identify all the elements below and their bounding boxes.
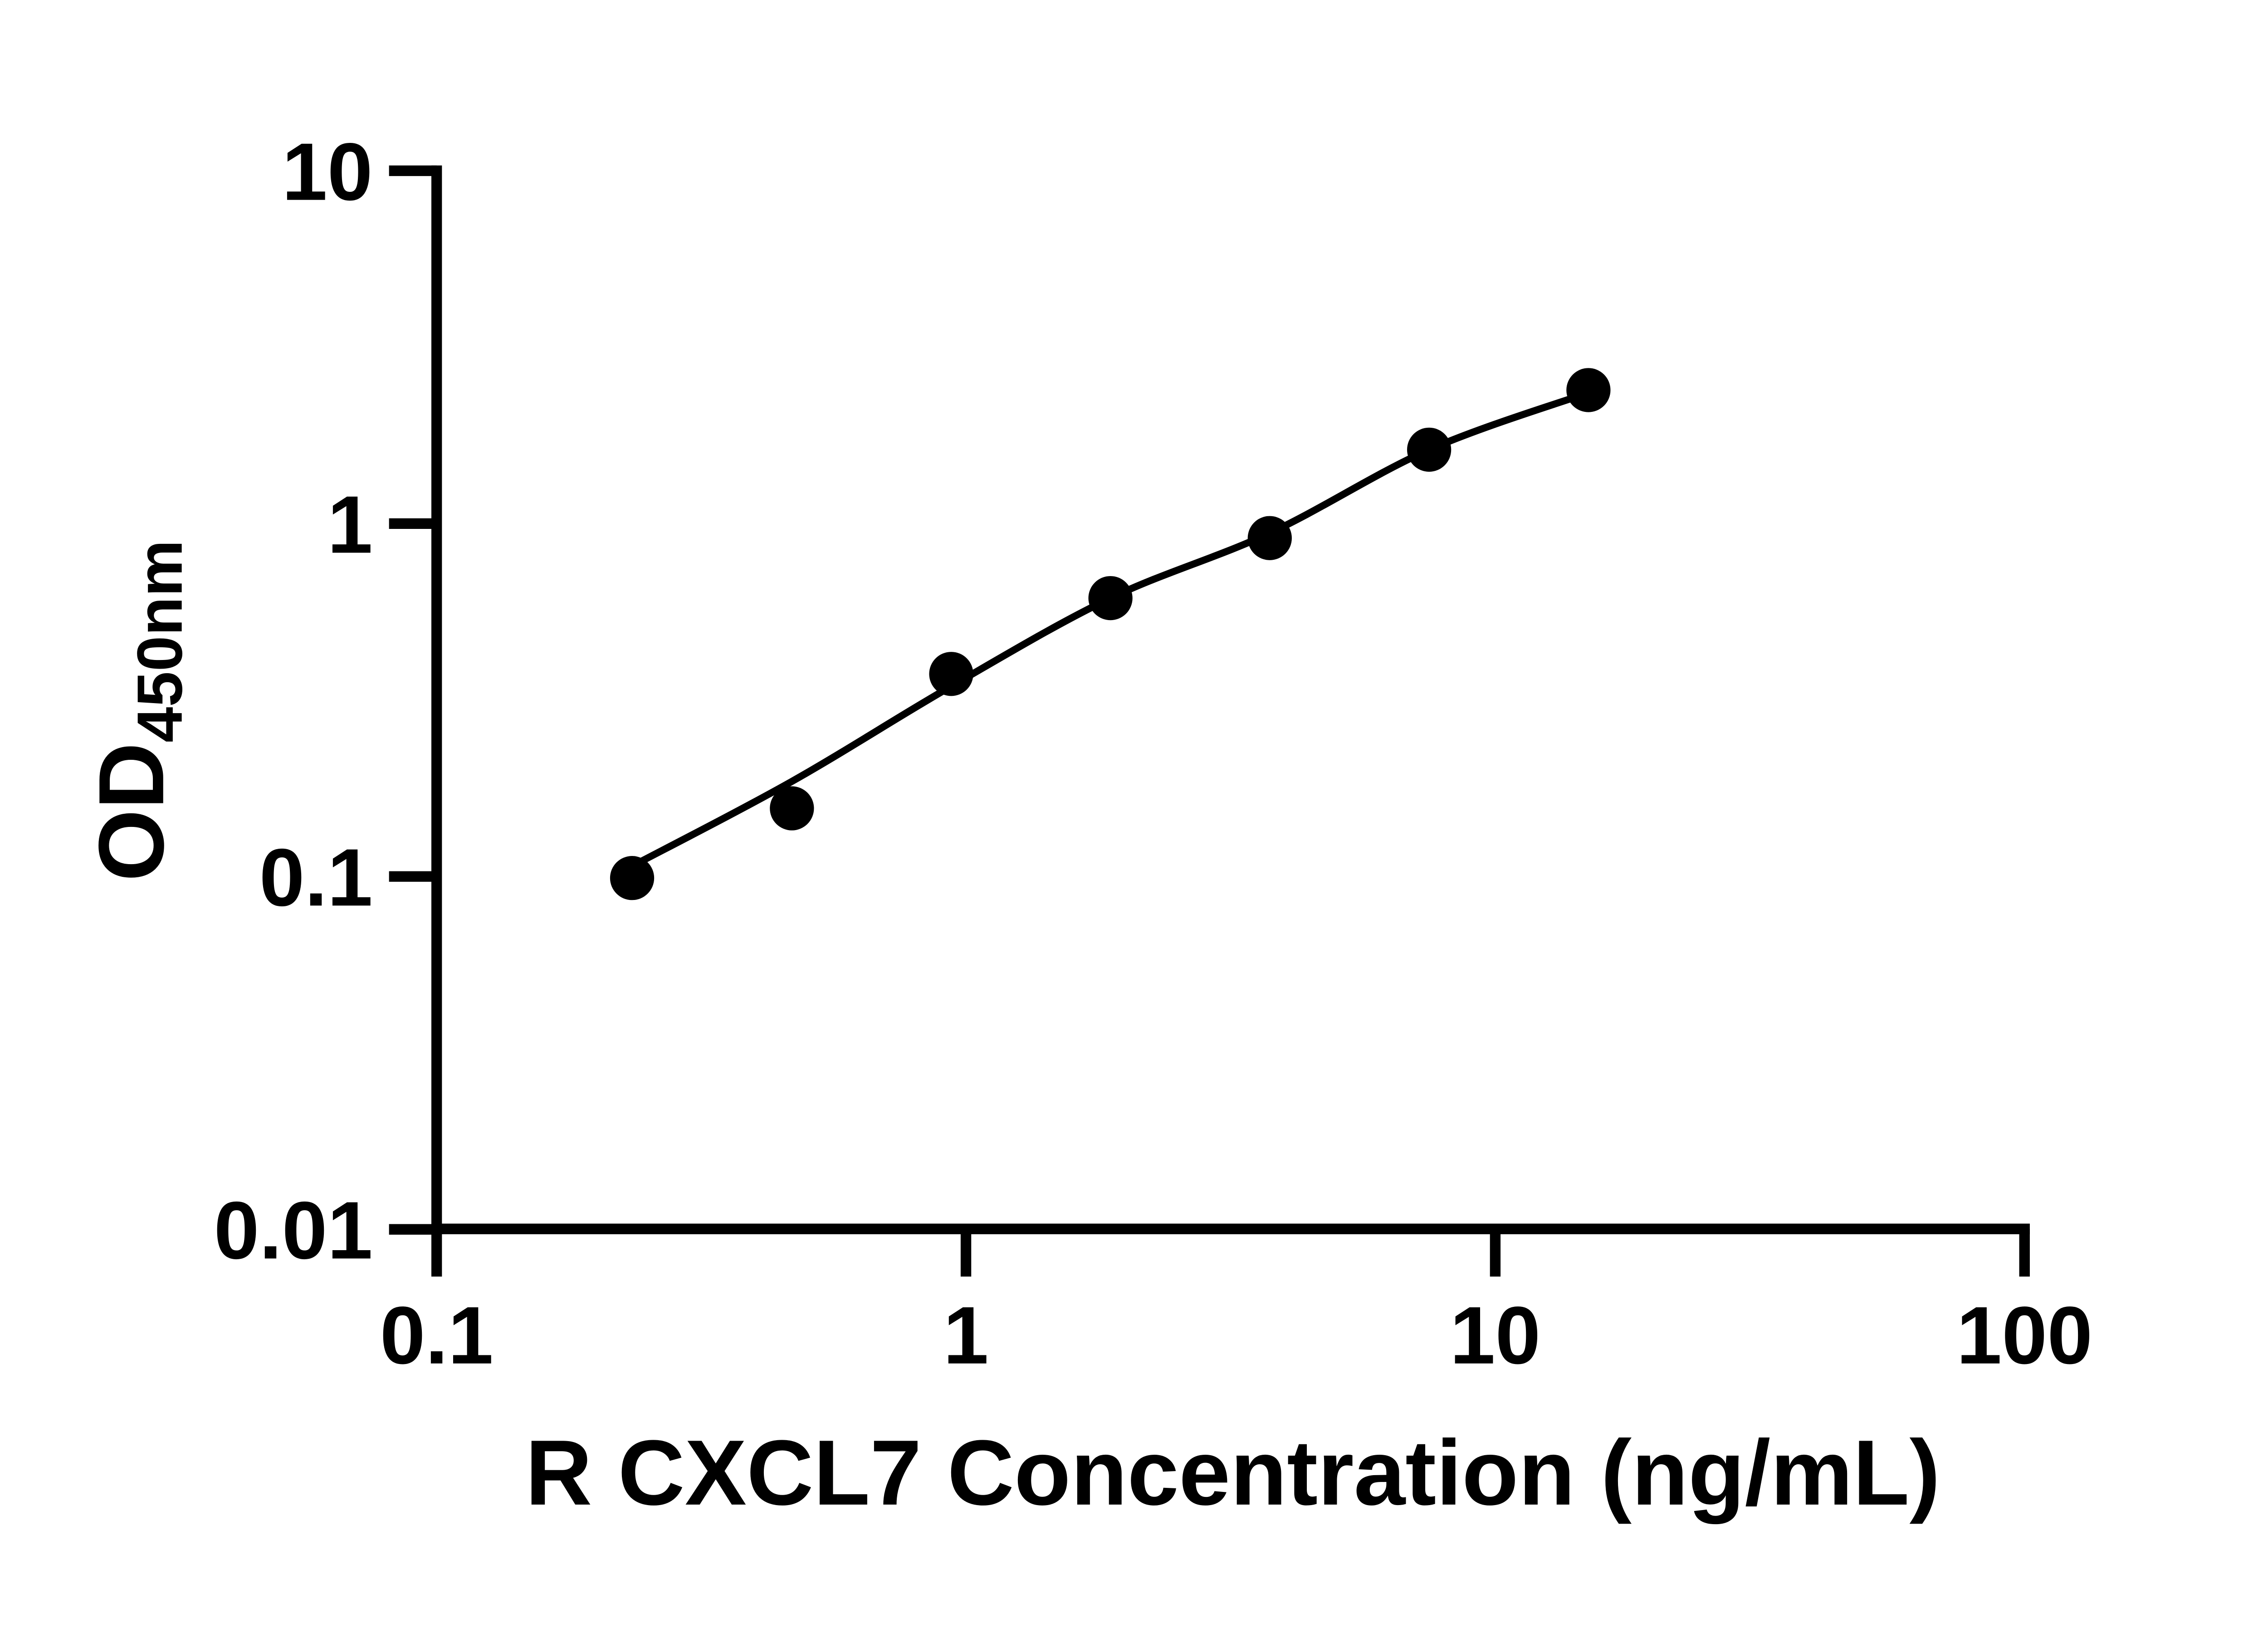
y-axis-title: OD450nm xyxy=(80,540,196,881)
x-tick-label: 0.1 xyxy=(380,1290,494,1381)
y-axis-title-subscript: 450nm xyxy=(124,540,196,743)
data-point-marker xyxy=(1566,368,1611,412)
y-tick-label: 0.01 xyxy=(214,1185,373,1276)
y-tick-label: 10 xyxy=(282,127,373,218)
data-point-marker xyxy=(770,786,814,831)
x-tick-label: 1 xyxy=(943,1290,988,1381)
x-tick-label: 100 xyxy=(1956,1290,2092,1381)
x-axis-title: R CXCL7 Concentration (ng/mL) xyxy=(525,1421,1940,1525)
x-tick-label: 10 xyxy=(1450,1290,1540,1381)
data-point-marker xyxy=(610,856,655,900)
y-tick-label: 1 xyxy=(327,479,373,571)
y-tick-label: 0.1 xyxy=(259,832,373,923)
tick-marks xyxy=(389,165,2030,1277)
data-points-layer xyxy=(610,368,1611,900)
data-point-marker xyxy=(1088,576,1133,621)
y-axis-title-main: OD xyxy=(80,743,183,881)
data-point-marker xyxy=(1247,516,1292,560)
data-point-marker xyxy=(929,652,973,696)
data-point-marker xyxy=(1407,427,1452,472)
axes xyxy=(431,165,2030,1234)
